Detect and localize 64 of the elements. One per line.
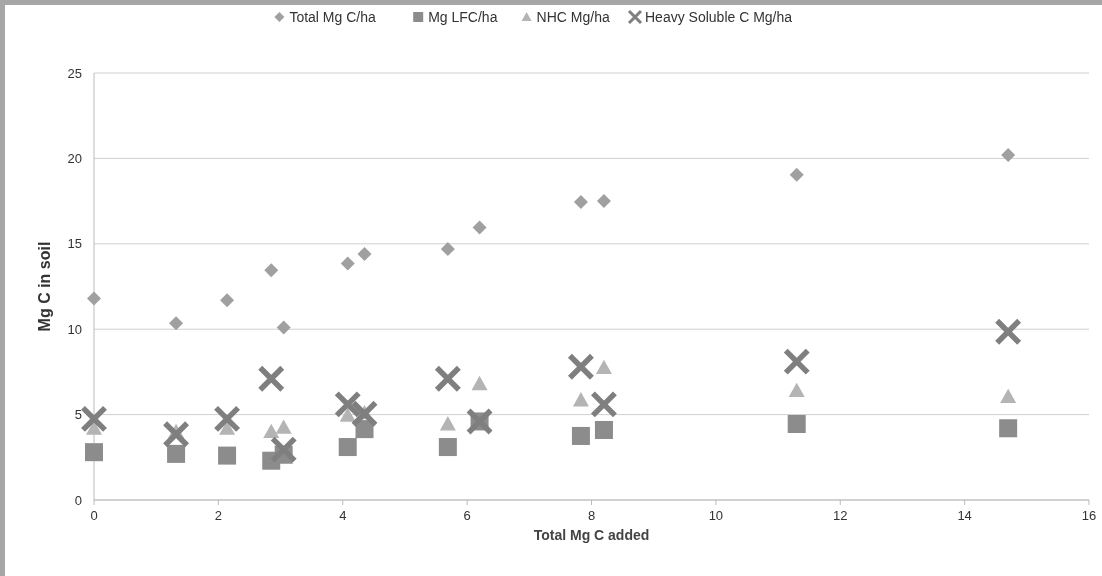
x-tick-label: 12 xyxy=(833,508,848,523)
point xyxy=(788,382,805,398)
point xyxy=(596,194,611,209)
x-tick-label: 8 xyxy=(587,508,596,523)
y-tick-label: 15 xyxy=(67,236,82,252)
point xyxy=(350,400,379,428)
point xyxy=(994,318,1022,346)
point xyxy=(167,444,186,463)
point xyxy=(434,364,462,393)
point xyxy=(590,390,618,419)
point xyxy=(357,247,372,262)
point xyxy=(782,347,811,376)
legend-label: NHC Mg/ha xyxy=(536,8,610,25)
point xyxy=(595,359,612,375)
x-axis-title: Total Mg C added xyxy=(533,527,650,543)
y-tick-label: 10 xyxy=(67,321,82,337)
point xyxy=(80,405,108,433)
point xyxy=(438,438,457,457)
point xyxy=(340,256,355,271)
point xyxy=(572,392,589,407)
x-tick-label: 10 xyxy=(708,508,724,523)
point xyxy=(571,426,590,445)
point xyxy=(162,420,190,448)
y-axis-title: Mg C in soil xyxy=(36,241,53,332)
point xyxy=(169,316,184,331)
point xyxy=(333,390,362,419)
x-tick-label: 0 xyxy=(90,508,98,523)
point xyxy=(573,194,588,209)
point xyxy=(213,405,241,433)
point xyxy=(269,435,298,464)
point xyxy=(218,446,237,465)
point xyxy=(1000,388,1017,404)
point xyxy=(85,443,103,462)
x-tick-label: 2 xyxy=(214,508,222,523)
x-tick-label: 4 xyxy=(339,508,347,523)
point xyxy=(471,375,488,391)
y-tick-label: 20 xyxy=(67,150,82,166)
point xyxy=(440,241,455,256)
point xyxy=(472,220,487,235)
point xyxy=(439,415,456,431)
point xyxy=(789,167,804,182)
point xyxy=(338,438,357,457)
y-tick-label: 25 xyxy=(67,65,82,81)
point xyxy=(1001,147,1016,162)
point xyxy=(594,420,613,439)
y-tick-label: 5 xyxy=(74,407,82,423)
point xyxy=(339,407,356,422)
point xyxy=(276,320,291,335)
point xyxy=(87,291,101,306)
point xyxy=(787,414,806,433)
point xyxy=(257,364,285,393)
point xyxy=(264,263,279,278)
x-tick-label: 14 xyxy=(957,508,972,523)
x-tick-label: 16 xyxy=(1081,508,1097,523)
point xyxy=(263,423,280,439)
x-tick-label: 6 xyxy=(463,508,471,523)
point xyxy=(999,419,1018,438)
y-tick-label: 0 xyxy=(74,492,82,508)
legend-label: Total Mg C/ha xyxy=(289,8,376,25)
point xyxy=(567,353,595,381)
legend-label: Mg LFC/ha xyxy=(428,8,498,25)
point xyxy=(220,293,235,308)
point xyxy=(275,419,292,434)
legend-label: Heavy Soluble C Mg/ha xyxy=(645,8,793,25)
